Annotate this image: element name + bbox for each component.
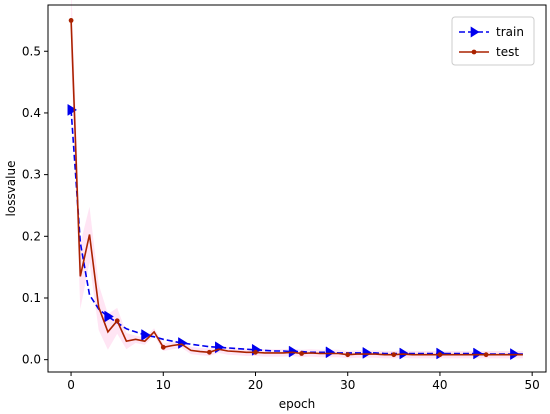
point-test-15 [207, 349, 212, 355]
x-tick-label-30: 30 [340, 378, 355, 392]
point-test-35 [391, 352, 397, 358]
x-tick-label-10: 10 [156, 378, 171, 392]
x-axis-label: epoch [279, 397, 316, 411]
y-tick-label-0.1: 0.1 [22, 291, 41, 305]
point-test-30 [345, 352, 351, 358]
point-test-5 [114, 318, 120, 324]
series-layer [67, 18, 523, 361]
plot-frame [47, 4, 547, 373]
point-test-0 [68, 18, 74, 23]
y-axis-label: lossvalue [4, 161, 18, 217]
point-test-20 [253, 349, 258, 355]
legend-marker-train [470, 26, 480, 38]
point-test-45 [483, 352, 489, 358]
y-tick-label-0.4: 0.4 [22, 106, 41, 120]
point-train-8 [141, 329, 151, 341]
point-train-24 [288, 345, 299, 358]
ticks-layer: 0 10 20 30 40 50 0.0 0.1 0.2 0.3 0.4 0.5 [22, 44, 540, 392]
legend-items: train test [459, 25, 524, 59]
x-tick-label-0: 0 [67, 378, 75, 392]
legend-label-test: test [496, 45, 519, 59]
legend-marker-test [471, 49, 477, 55]
point-train-32 [362, 346, 373, 359]
x-tick-label-50: 50 [525, 378, 540, 392]
point-train-0 [67, 103, 78, 116]
point-test-25 [299, 351, 304, 356]
series-line-test [70, 20, 523, 356]
x-tick-label-20: 20 [248, 378, 263, 392]
point-train-28 [325, 346, 336, 359]
point-test-40 [437, 352, 443, 358]
point-train-4 [104, 310, 114, 323]
y-tick-label-0.2: 0.2 [22, 229, 41, 243]
x-tick-label-40: 40 [432, 378, 447, 392]
legend-label-train: train [496, 25, 524, 39]
legend: train test [451, 16, 535, 66]
point-test-10 [160, 344, 166, 350]
y-tick-label-0.0: 0.0 [22, 353, 41, 367]
y-tick-label-0.5: 0.5 [22, 44, 41, 58]
point-train-44 [473, 347, 483, 360]
y-tick-label-0.3: 0.3 [22, 168, 41, 182]
series-line-train [70, 109, 523, 355]
